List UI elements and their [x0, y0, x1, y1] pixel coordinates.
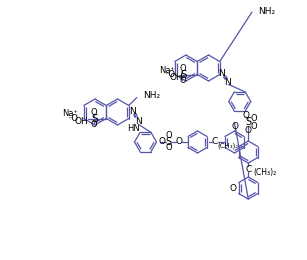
Text: O: O [180, 64, 187, 73]
Text: O: O [158, 138, 165, 146]
Text: N: N [129, 107, 136, 115]
Text: O: O [91, 108, 98, 117]
Text: C: C [212, 138, 218, 146]
Text: NH₂: NH₂ [258, 6, 275, 16]
Text: O: O [243, 110, 250, 120]
Text: OH: OH [75, 117, 89, 126]
Text: O: O [165, 144, 172, 153]
Text: Na⁺: Na⁺ [159, 66, 175, 75]
Text: S: S [180, 69, 187, 80]
Text: O: O [230, 184, 237, 192]
Text: N: N [224, 78, 231, 87]
Text: N: N [135, 116, 142, 126]
Text: O: O [165, 132, 172, 140]
Text: HN: HN [127, 124, 140, 133]
Text: O: O [175, 138, 182, 146]
Text: O: O [251, 121, 258, 131]
Text: Na⁺: Na⁺ [62, 109, 78, 118]
Text: O: O [245, 126, 252, 134]
Text: S: S [165, 137, 172, 147]
Text: (CH₃)₂: (CH₃)₂ [253, 167, 277, 177]
Text: S: S [245, 117, 251, 127]
Text: ⁻O: ⁻O [67, 114, 78, 123]
Text: OH: OH [170, 73, 184, 82]
Text: (CH₃)₂: (CH₃)₂ [218, 143, 239, 149]
Text: O: O [180, 76, 187, 85]
Text: O: O [231, 121, 238, 131]
Text: N: N [218, 69, 225, 78]
Text: S: S [91, 114, 98, 124]
Text: C: C [245, 165, 251, 173]
Text: ⁻O: ⁻O [164, 70, 175, 79]
Text: O: O [91, 120, 98, 129]
Text: O: O [251, 114, 258, 122]
Text: NH₂: NH₂ [143, 91, 160, 100]
